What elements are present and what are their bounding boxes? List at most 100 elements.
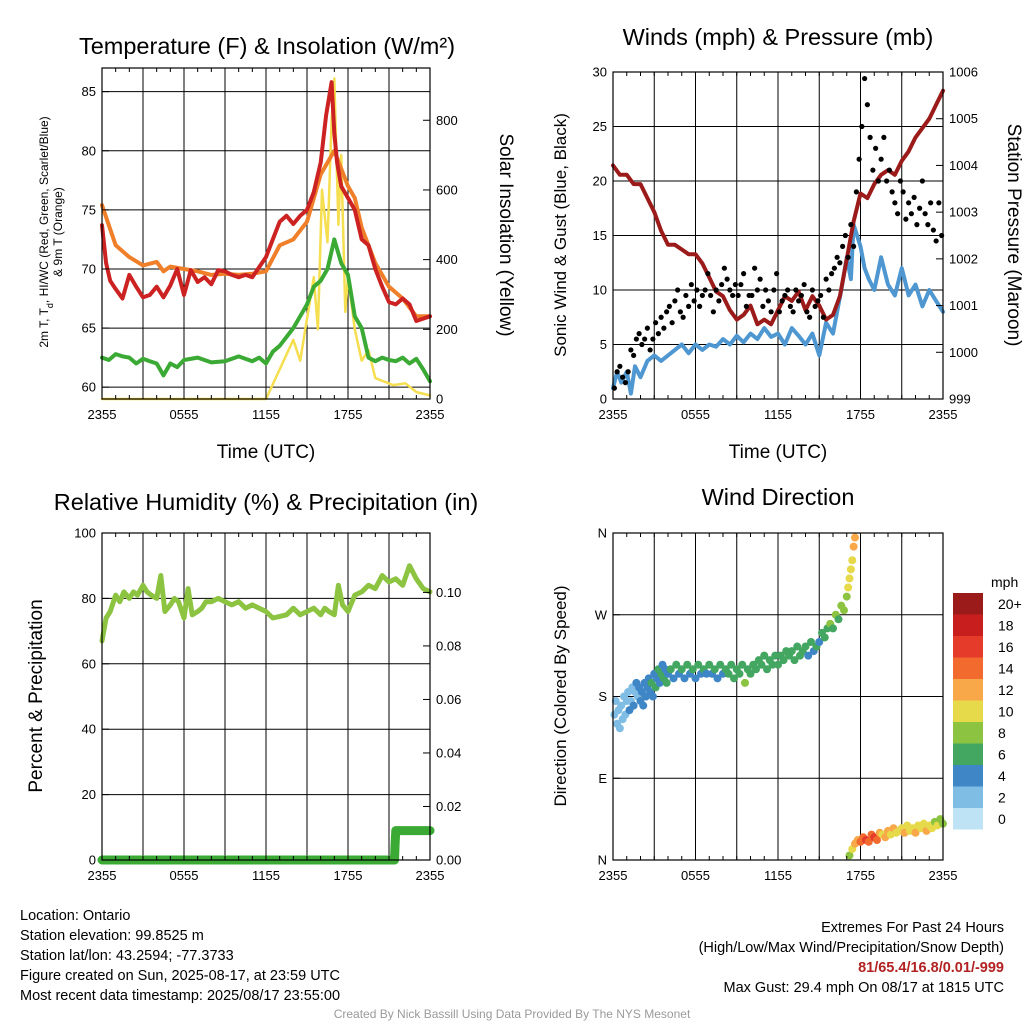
gust-point [686, 303, 692, 309]
gust-point [730, 292, 736, 299]
gust-point [884, 178, 890, 184]
wind-direction-point [842, 592, 851, 601]
gust-point [807, 314, 813, 320]
wind-y-axis-label: Sonic Wind & Gust (Blue, Black) [551, 113, 570, 357]
legend-swatch [953, 722, 983, 744]
gust-point [829, 271, 835, 277]
wind-direction-point [820, 633, 829, 642]
wind-direction-point [845, 851, 854, 860]
wind-direction-point [738, 660, 747, 669]
gust-point [694, 287, 700, 293]
gust-point [859, 123, 865, 130]
wind-direction-point [873, 836, 881, 845]
legend-swatch [953, 808, 983, 830]
legend-label: 8 [998, 725, 1006, 741]
x-tick-label: 1755 [846, 407, 875, 422]
legend-swatch [953, 614, 983, 636]
legend-label: 20+ [998, 596, 1022, 612]
gust-point [763, 287, 769, 293]
y-tick-label: E [598, 771, 607, 786]
temp-line [100, 80, 432, 323]
gust-point [633, 336, 639, 342]
wind-direction-point [840, 606, 848, 615]
wind-direction-point [768, 660, 777, 669]
legend-label: 4 [998, 768, 1006, 784]
gust-point [809, 287, 815, 293]
gust-point [735, 292, 741, 299]
legend-label: 0 [998, 811, 1006, 827]
wind-direction-point [763, 665, 771, 674]
legend-label: 14 [998, 661, 1014, 677]
wind-direction-point [851, 533, 859, 542]
gust-point [856, 156, 862, 162]
gust-point [787, 303, 793, 309]
extremes-title: Extremes For Past 24 Hours [821, 920, 1004, 936]
gust-point [757, 276, 763, 282]
wind-direction-point [716, 660, 725, 669]
y-tick-label: 5 [600, 337, 607, 352]
wind-direction-point [713, 674, 722, 683]
gust-point [727, 287, 733, 293]
temperature-series [100, 77, 432, 401]
y2-tick-label: 0.08 [436, 638, 461, 653]
wind-ticks: 2355 0555 1155 1755 235505101520253099910001… [593, 65, 978, 423]
wind-direction-point [705, 660, 714, 669]
humidity-panel: Relative Humidity (%) & Precipitation (i… [26, 489, 478, 883]
wind-direction-point [790, 656, 799, 665]
gust-point [903, 216, 909, 222]
y-tick-label: 20 [593, 174, 607, 189]
x-tick-label: 2355 [929, 407, 958, 422]
wind-direction-point [710, 665, 719, 674]
gust-point [647, 347, 653, 353]
gust-point [790, 309, 796, 315]
gust-point [771, 287, 777, 293]
gust-point [721, 265, 727, 271]
y2-tick-label: 0.02 [436, 799, 461, 814]
wind-direction-point [702, 669, 711, 678]
legend-label: 2 [998, 790, 1006, 806]
wind-direction-point [629, 701, 638, 710]
y2-tick-label: 200 [436, 322, 458, 337]
gust-point [834, 254, 840, 260]
gust-point [779, 298, 785, 304]
gust-point [911, 194, 917, 200]
gust-point [666, 303, 672, 309]
gust-point [628, 347, 634, 353]
figure-created: Figure created on Sun, 2025-08-17, at 23… [20, 968, 340, 984]
gust-point [680, 314, 686, 320]
x-tick-label: 0555 [170, 407, 199, 422]
gust-point [881, 134, 887, 140]
wind-direction-point [727, 660, 736, 669]
humidity-chart-title: Relative Humidity (%) & Precipitation (i… [54, 489, 478, 515]
max-gust: Max Gust: 29.4 mph On 08/17 at 1815 UTC [723, 980, 1004, 996]
legend-swatch [953, 593, 983, 615]
wind-direction-point [752, 665, 760, 674]
wind-direction-point [774, 660, 782, 669]
y2-tick-label: 0.06 [436, 692, 461, 707]
gust-point [831, 265, 837, 271]
gust-point [636, 331, 642, 337]
legend-label: 6 [998, 747, 1006, 763]
y2-tick-label: 400 [436, 252, 458, 267]
wind-direction-point [669, 674, 678, 683]
x-tick-label: 2355 [416, 868, 445, 883]
y2-tick-label: 800 [436, 113, 458, 128]
humidity-y-axis-label: Percent & Precipitation [26, 599, 47, 792]
wind-direction-point [683, 660, 692, 669]
wind-direction-point [771, 651, 780, 660]
gust-point [672, 298, 678, 304]
gust-point [793, 287, 799, 293]
gust-point [622, 380, 628, 386]
legend-swatch [953, 786, 983, 808]
wind-direction-point [694, 660, 703, 669]
temperature-gridlines [102, 68, 430, 399]
gust-point [760, 303, 766, 309]
x-tick-label: 1155 [252, 407, 280, 422]
wind-direction-point [760, 651, 769, 660]
gust-point [933, 238, 939, 244]
gust-point [754, 287, 760, 293]
legend-swatch [953, 636, 983, 658]
gust-point [708, 292, 714, 299]
